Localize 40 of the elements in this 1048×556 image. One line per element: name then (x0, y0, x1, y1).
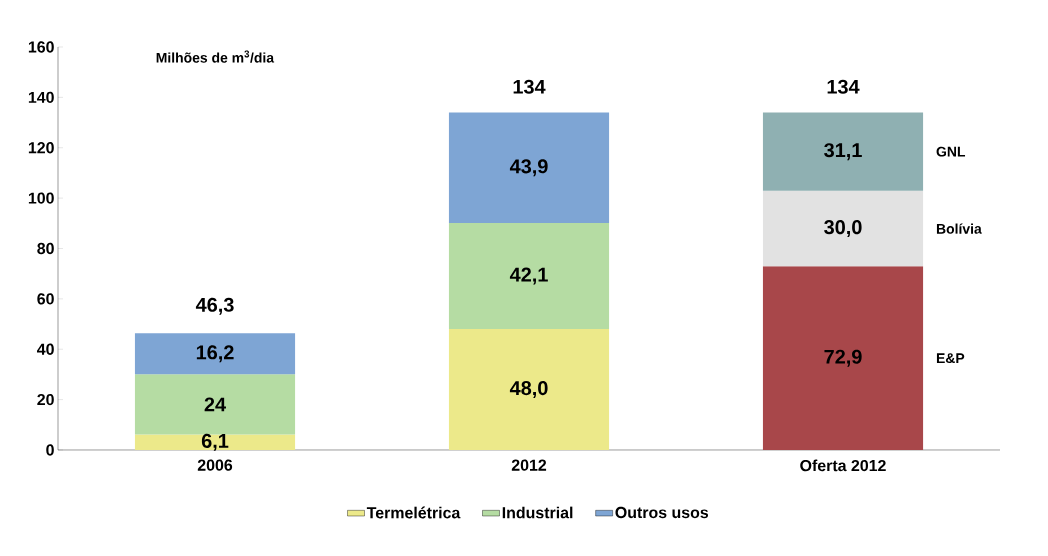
y-tick-label: 40 (36, 343, 54, 355)
y-tick-label: 120 (28, 142, 54, 154)
data-label: 48,0 (509, 381, 548, 399)
total-label: 134 (513, 79, 546, 94)
y-tick-label: 160 (28, 41, 54, 53)
bar (762, 266, 924, 450)
total-label: 134 (827, 79, 860, 94)
legend-label: Industrial (502, 506, 573, 519)
y-tick-label: 140 (28, 91, 54, 104)
legend-label: Termelétrica (366, 506, 461, 519)
bar (762, 190, 924, 267)
data-label: 42,1 (509, 267, 548, 285)
x-tick-label: Oferta 2012 (800, 459, 886, 472)
data-label: 72,9 (824, 349, 862, 367)
y-tick-label: 100 (28, 192, 54, 204)
y-tick-label: 60 (37, 293, 54, 305)
data-label: 6,1 (201, 433, 229, 451)
series-label: GNL (936, 146, 966, 157)
bar (448, 223, 610, 330)
bar (134, 374, 296, 435)
y-tick-label: 20 (37, 393, 54, 406)
series-label: Bolívia (936, 223, 982, 234)
data-label: 31,1 (824, 143, 862, 161)
x-tick-label: 2006 (197, 459, 233, 471)
total-label: 46,3 (195, 297, 234, 315)
data-label: 16,2 (196, 345, 234, 363)
data-label: 30,0 (824, 220, 862, 238)
x-tick-label: 2012 (511, 459, 547, 471)
y-axis-title: Milhões de m$^{3}$/dia (156, 50, 275, 63)
bar (448, 112, 610, 224)
bar (134, 434, 296, 450)
data-label: 43,9 (509, 159, 548, 177)
y-tick-label: 80 (37, 242, 54, 255)
series-label: E&P (936, 353, 965, 364)
bar (762, 112, 924, 191)
legend-label: Outros usos (615, 506, 709, 519)
bar (134, 333, 296, 375)
y-tick-label: 0 (46, 444, 54, 456)
bar (448, 329, 610, 450)
data-label: 24 (204, 397, 226, 412)
